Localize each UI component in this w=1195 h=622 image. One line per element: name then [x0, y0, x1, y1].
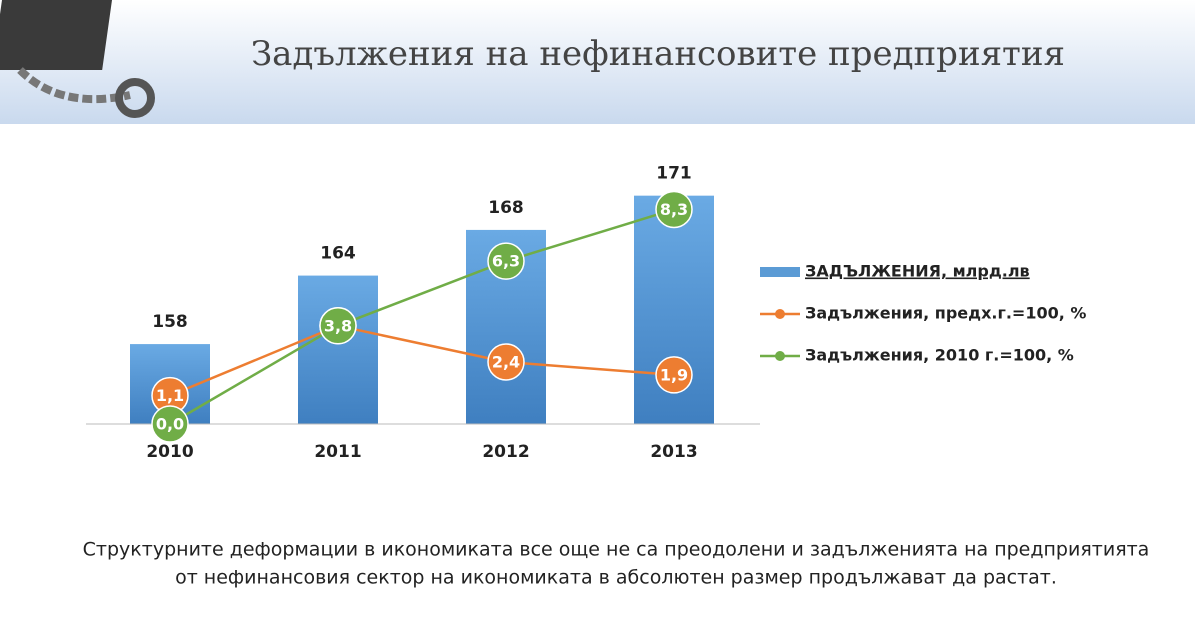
series-line [169, 324, 675, 397]
chart: 2010 2011 2012 2013 158 164 168 171 1,1 3,8 2,4 1,9… [86, 164, 1086, 462]
legend-label: ЗАДЪЛЖЕНИЯ, млрд.лв [805, 262, 1030, 281]
marker-value-label: 8,3 [660, 200, 688, 219]
line-marker [655, 190, 693, 229]
legend-swatch [760, 267, 800, 277]
marker-value-label: 6,3 [492, 252, 520, 271]
legend-swatch [775, 351, 785, 361]
legend-label: Задължения, предх.г.=100, % [805, 304, 1086, 323]
line-marker [319, 307, 357, 345]
bar [298, 275, 378, 424]
marker-value-label: 1,1 [156, 386, 184, 405]
marker-value-label: 1,9 [660, 365, 688, 384]
x-tick-label: 2013 [650, 442, 697, 462]
bar-value-label: 168 [488, 198, 524, 218]
line-marker [655, 356, 693, 394]
footer-line: от нефинансовия сектор на икономиката в … [175, 567, 1057, 589]
line-marker [487, 343, 525, 381]
marker-value-label: 2,4 [492, 352, 520, 371]
marker-value-label: 3,8 [324, 316, 352, 335]
bar-value-label: 171 [656, 164, 692, 184]
x-tick-label: 2010 [146, 442, 193, 462]
legend-label: Задължения, 2010 г.=100, % [805, 346, 1074, 365]
line-marker [487, 242, 525, 280]
series-line [169, 208, 675, 426]
x-tick-label: 2012 [482, 442, 529, 462]
marker-value-label: 0,0 [156, 415, 184, 434]
bar-value-label: 164 [320, 244, 356, 264]
legend-swatch [775, 309, 785, 319]
line-marker [151, 405, 189, 443]
slide-title: Задължения на нефинансовите предприятия [251, 34, 1065, 74]
debt-logo [0, 0, 155, 118]
bar-value-label: 158 [152, 312, 188, 332]
footer-line: Структурните деформации в икономиката вс… [83, 539, 1150, 561]
x-tick-label: 2011 [314, 442, 361, 462]
header-band [0, 0, 1195, 124]
